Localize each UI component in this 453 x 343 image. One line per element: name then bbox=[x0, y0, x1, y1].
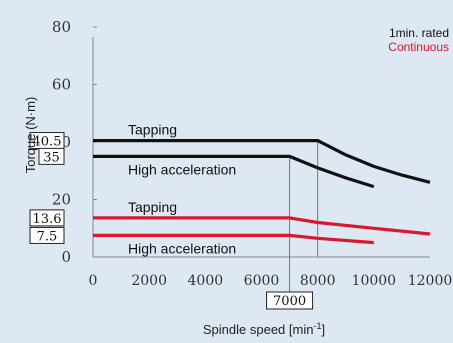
series-line bbox=[93, 216, 431, 236]
x-tick-label: 0 bbox=[89, 273, 98, 289]
x-tick-label: 4000 bbox=[188, 273, 224, 289]
value-box-label: 13.6 bbox=[33, 212, 62, 227]
series-labels: Tapping High acceleration Tapping High acce… bbox=[128, 122, 236, 257]
x-tick-label: 12000 bbox=[408, 273, 453, 289]
y-tick-label: 60 bbox=[52, 76, 71, 94]
x-axis-label-end: ] bbox=[321, 322, 325, 337]
value-box-label: 35 bbox=[43, 150, 60, 165]
series-label: High acceleration bbox=[128, 161, 236, 177]
x-value-box bbox=[266, 291, 314, 310]
x-tick-label: 6000 bbox=[244, 273, 280, 289]
value-box-label: 7.5 bbox=[37, 229, 58, 244]
y-axis-label: Torque (N·m) bbox=[23, 97, 38, 174]
chart-axes: 020406080020004000600080001000012000 bbox=[52, 18, 452, 289]
series-label: Tapping bbox=[128, 122, 177, 138]
x-tick-label: 8000 bbox=[300, 273, 336, 289]
x-tick-label: 10000 bbox=[352, 273, 397, 289]
value-boxes: 40.535 13.6 7.5 7000 bbox=[29, 132, 314, 310]
x-tick-label: 2000 bbox=[131, 273, 167, 289]
series-line bbox=[93, 154, 375, 189]
series-label: High acceleration bbox=[128, 240, 236, 256]
value-box bbox=[29, 226, 65, 244]
value-box bbox=[38, 147, 65, 165]
series-label: Tapping bbox=[128, 199, 177, 215]
y-tick-label: 20 bbox=[52, 191, 71, 209]
y-tick-label: 0 bbox=[61, 248, 71, 266]
legend-entry: Continuous bbox=[388, 40, 449, 54]
x-axis-label-main: Spindle speed [min bbox=[203, 322, 314, 337]
x-axis-label-sup: -1 bbox=[313, 321, 321, 331]
y-tick-label: 80 bbox=[52, 18, 71, 36]
value-box bbox=[29, 209, 65, 227]
legend-entry: 1min. rated bbox=[389, 26, 449, 40]
value-box-label: 40.5 bbox=[33, 135, 62, 150]
x-value-box-label: 7000 bbox=[273, 294, 306, 309]
series-lines bbox=[93, 139, 431, 245]
series-line bbox=[93, 233, 374, 245]
series-line bbox=[93, 139, 431, 184]
x-axis-label: Spindle speed [min-1] bbox=[203, 321, 325, 337]
